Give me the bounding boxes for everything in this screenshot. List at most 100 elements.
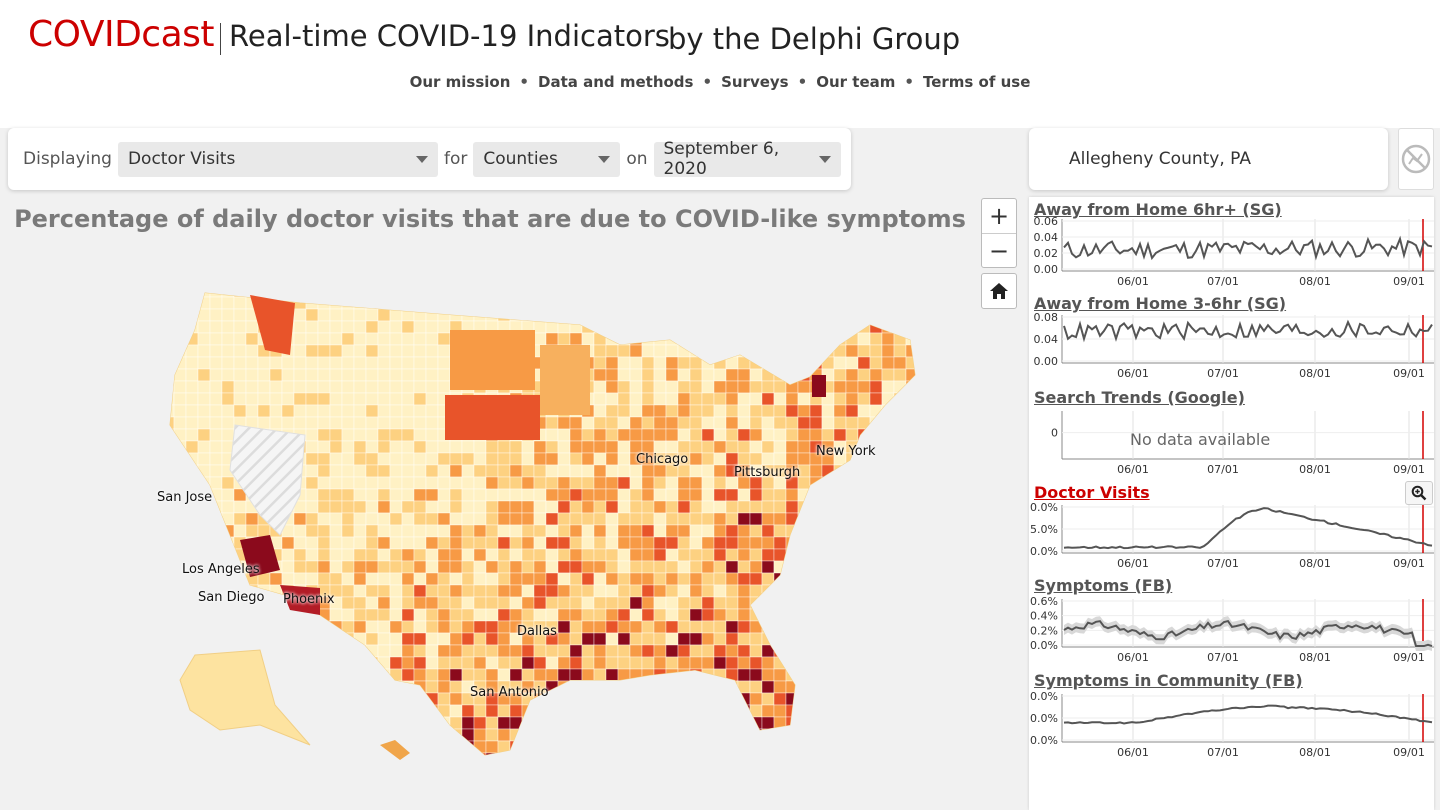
county-cell[interactable] xyxy=(665,380,679,394)
county-cell[interactable] xyxy=(533,512,547,526)
county-cell[interactable] xyxy=(905,536,918,550)
county-cell[interactable] xyxy=(317,344,331,358)
county-cell[interactable] xyxy=(881,464,895,478)
county-cell[interactable] xyxy=(173,620,187,634)
county-cell[interactable] xyxy=(401,464,415,478)
county-cell[interactable] xyxy=(413,440,427,454)
county-cell[interactable] xyxy=(641,584,655,598)
county-cell[interactable] xyxy=(773,380,787,394)
county-cell[interactable] xyxy=(401,560,415,574)
county-cell[interactable] xyxy=(641,392,655,406)
county-cell[interactable] xyxy=(353,488,367,502)
county-cell[interactable] xyxy=(677,560,691,574)
county-cell[interactable] xyxy=(401,608,415,622)
county-cell[interactable] xyxy=(413,620,427,634)
county-cell[interactable] xyxy=(413,428,427,442)
county-cell[interactable] xyxy=(749,704,763,718)
county-cell[interactable] xyxy=(233,620,247,634)
county-cell[interactable] xyxy=(521,464,535,478)
county-cell[interactable] xyxy=(305,380,319,394)
county-cell[interactable] xyxy=(173,380,187,394)
county-cell[interactable] xyxy=(173,536,187,550)
county-cell[interactable] xyxy=(821,332,835,346)
county-cell[interactable] xyxy=(845,536,859,550)
county-cell[interactable] xyxy=(150,525,162,537)
county-cell[interactable] xyxy=(581,572,595,586)
county-cell[interactable] xyxy=(341,596,355,610)
county-cell[interactable] xyxy=(593,584,607,598)
county-cell[interactable] xyxy=(737,668,751,682)
county-cell[interactable] xyxy=(809,704,823,718)
county-cell[interactable] xyxy=(893,524,907,538)
county-cell[interactable] xyxy=(365,668,379,682)
county-cell[interactable] xyxy=(833,728,847,742)
county-cell[interactable] xyxy=(593,608,607,622)
county-cell[interactable] xyxy=(341,368,355,382)
county-cell[interactable] xyxy=(821,476,835,490)
county-cell[interactable] xyxy=(353,285,367,298)
county-cell[interactable] xyxy=(305,428,319,442)
county-cell[interactable] xyxy=(317,644,331,658)
county-cell[interactable] xyxy=(845,285,859,298)
county-cell[interactable] xyxy=(881,644,895,658)
county-cell[interactable] xyxy=(773,716,787,730)
county-cell[interactable] xyxy=(833,644,847,658)
county-cell[interactable] xyxy=(737,548,751,562)
county-cell[interactable] xyxy=(305,560,319,574)
county-cell[interactable] xyxy=(881,512,895,526)
county-cell[interactable] xyxy=(605,500,619,514)
county-cell[interactable] xyxy=(737,584,751,598)
county-cell[interactable] xyxy=(197,356,211,370)
signal-select[interactable]: Doctor Visits xyxy=(117,141,438,177)
county-cell[interactable] xyxy=(605,668,619,682)
county-cell[interactable] xyxy=(365,368,379,382)
county-cell[interactable] xyxy=(833,524,847,538)
county-cell[interactable] xyxy=(533,656,547,670)
county-cell[interactable] xyxy=(413,392,427,406)
county-cell[interactable] xyxy=(773,285,787,298)
county-cell[interactable] xyxy=(665,548,679,562)
county-cell[interactable] xyxy=(737,524,751,538)
county-cell[interactable] xyxy=(689,740,703,754)
county-cell[interactable] xyxy=(869,512,883,526)
county-cell[interactable] xyxy=(773,512,787,526)
county-cell[interactable] xyxy=(509,584,523,598)
county-cell[interactable] xyxy=(233,368,247,382)
county-cell[interactable] xyxy=(821,596,835,610)
county-cell[interactable] xyxy=(605,416,619,430)
county-cell[interactable] xyxy=(665,428,679,442)
county-cell[interactable] xyxy=(545,536,559,550)
county-cell[interactable] xyxy=(401,656,415,670)
county-cell[interactable] xyxy=(557,608,571,622)
county-cell[interactable] xyxy=(317,500,331,514)
county-cell[interactable] xyxy=(689,464,703,478)
county-cell[interactable] xyxy=(701,404,715,418)
county-cell[interactable] xyxy=(701,464,715,478)
county-cell[interactable] xyxy=(593,716,607,730)
county-cell[interactable] xyxy=(869,572,883,586)
county-cell[interactable] xyxy=(653,704,667,718)
county-cell[interactable] xyxy=(641,500,655,514)
county-cell[interactable] xyxy=(833,368,847,382)
county-cell[interactable] xyxy=(893,285,907,298)
county-cell[interactable] xyxy=(485,608,499,622)
county-cell[interactable] xyxy=(533,452,547,466)
county-cell[interactable] xyxy=(162,740,175,754)
county-cell[interactable] xyxy=(918,597,930,609)
county-cell[interactable] xyxy=(257,524,271,538)
county-cell[interactable] xyxy=(665,524,679,538)
county-cell[interactable] xyxy=(749,560,763,574)
county-cell[interactable] xyxy=(893,476,907,490)
county-cell[interactable] xyxy=(437,285,451,298)
county-cell[interactable] xyxy=(593,476,607,490)
county-cell[interactable] xyxy=(713,380,727,394)
county-cell[interactable] xyxy=(749,608,763,622)
county-cell[interactable] xyxy=(713,548,727,562)
county-cell[interactable] xyxy=(233,380,247,394)
county-cell[interactable] xyxy=(581,632,595,646)
county-cell[interactable] xyxy=(449,524,463,538)
county-cell[interactable] xyxy=(833,548,847,562)
county-cell[interactable] xyxy=(869,536,883,550)
county-cell[interactable] xyxy=(557,692,571,706)
county-cell[interactable] xyxy=(749,392,763,406)
